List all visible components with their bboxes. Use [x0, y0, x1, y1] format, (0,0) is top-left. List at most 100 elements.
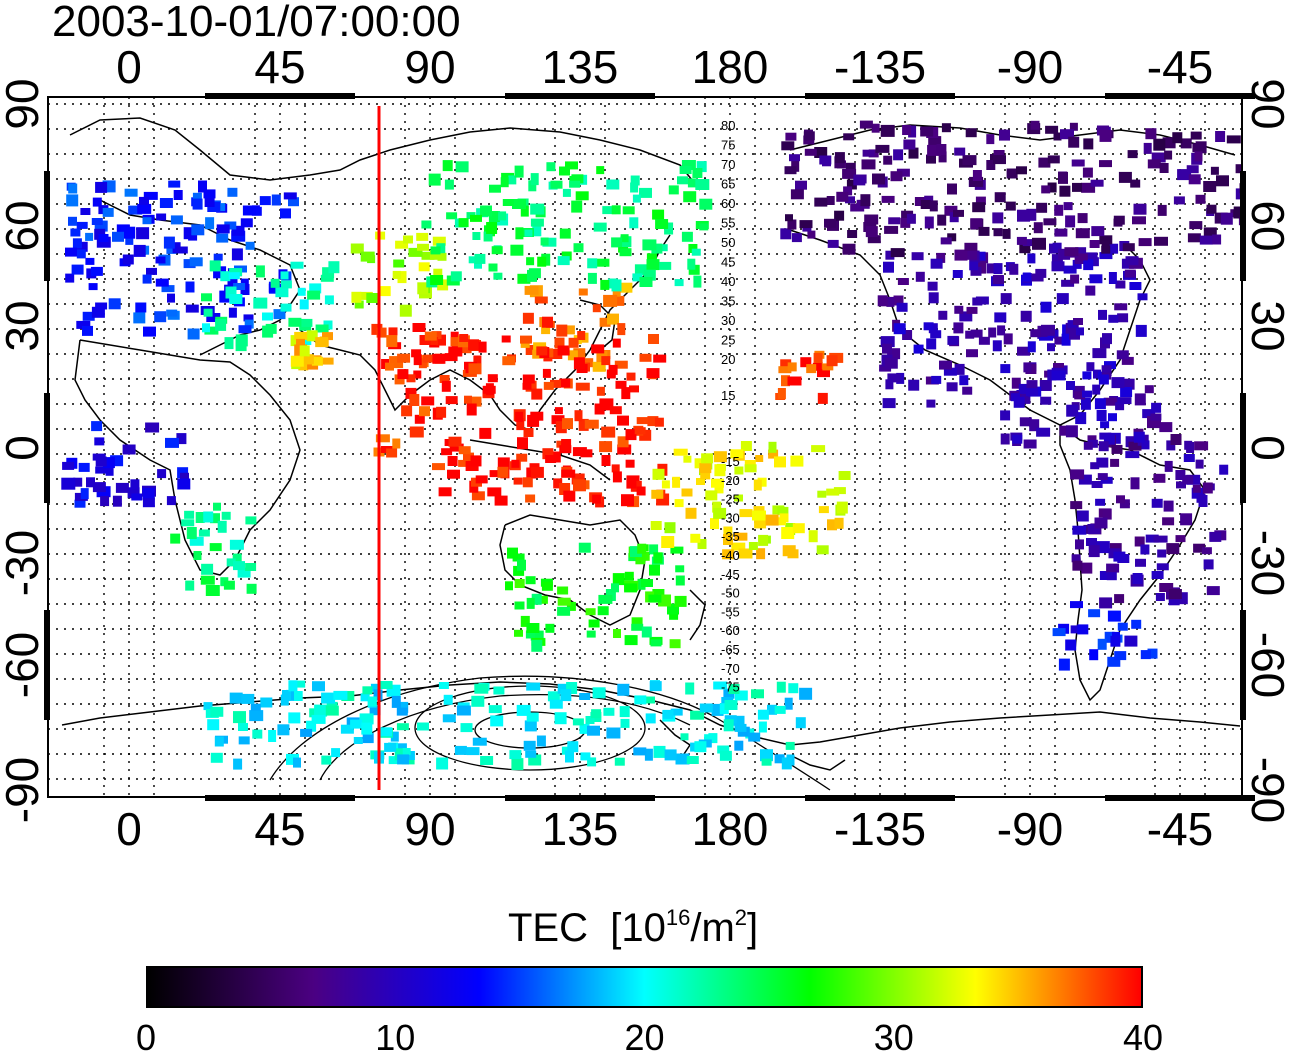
- tec-observation: [245, 516, 257, 525]
- tec-observation: [897, 278, 909, 285]
- tick-left-label: 0: [0, 435, 48, 461]
- tec-observation: [675, 565, 685, 573]
- tec-observation: [306, 330, 318, 342]
- tec-observation: [620, 234, 629, 243]
- tec-observation: [994, 192, 1006, 203]
- tec-observation: [528, 180, 537, 192]
- tec-observation: [890, 248, 905, 258]
- tec-observation: [367, 696, 377, 707]
- tec-observation: [1022, 272, 1031, 282]
- tec-observation: [557, 586, 569, 595]
- tec-observation: [1047, 182, 1057, 193]
- tec-observation: [243, 314, 254, 322]
- tec-observation: [98, 234, 109, 242]
- tec-observation: [555, 421, 567, 434]
- tec-observation: [578, 288, 588, 296]
- tec-observation: [739, 509, 753, 518]
- tec-observation: [560, 689, 572, 702]
- tec-observation: [1036, 427, 1051, 437]
- tec-observation: [446, 212, 458, 220]
- tick-left-label: 30: [0, 300, 48, 352]
- tec-observation: [554, 712, 567, 725]
- tec-observation: [1033, 222, 1043, 234]
- tec-observation: [872, 173, 885, 185]
- tec-observation: [520, 335, 532, 344]
- tec-observation: [580, 449, 593, 458]
- tec-observation: [1159, 163, 1169, 173]
- tec-observation: [514, 629, 523, 637]
- tec-observation: [428, 173, 441, 186]
- tec-observation: [714, 484, 724, 494]
- tec-observation: [700, 469, 711, 480]
- tec-observation: [480, 205, 492, 217]
- tec-observation: [632, 273, 643, 282]
- tec-observation: [636, 486, 646, 496]
- tec-observation: [573, 357, 585, 370]
- tec-observation: [488, 211, 500, 222]
- tec-observation: [386, 448, 398, 458]
- tec-observation: [361, 722, 373, 735]
- tec-observation: [472, 737, 487, 746]
- frame-bar-right: [1240, 610, 1246, 720]
- tec-observation: [826, 488, 840, 496]
- tec-observation: [537, 256, 547, 267]
- tec-observation: [505, 581, 513, 591]
- tec-observation: [240, 218, 253, 228]
- tec-observation: [314, 704, 328, 717]
- tec-observation: [624, 635, 638, 646]
- tec-observation: [517, 559, 526, 571]
- tec-observation: [1068, 136, 1080, 148]
- tec-observation: [1066, 381, 1075, 390]
- tec-observation: [1051, 370, 1066, 381]
- tec-observation: [429, 249, 441, 260]
- tec-observation: [523, 428, 534, 437]
- tec-observation: [238, 325, 252, 334]
- tec-observation: [723, 719, 734, 732]
- tec-observation: [1058, 658, 1070, 671]
- tec-observation: [761, 758, 772, 766]
- tec-observation: [1142, 409, 1156, 419]
- tec-observation: [728, 684, 740, 694]
- tec-observation: [683, 191, 697, 203]
- tec-observation: [882, 343, 892, 354]
- tec-observation: [986, 160, 996, 170]
- tec-observation: [1127, 150, 1138, 159]
- contour-label: -55: [721, 604, 740, 619]
- tec-observation: [1005, 201, 1016, 211]
- tec-observation: [1151, 402, 1162, 413]
- tec-observation: [448, 436, 462, 447]
- tec-observation: [765, 514, 779, 526]
- tec-observation: [834, 152, 845, 164]
- tec-observation: [939, 360, 952, 370]
- tec-observation: [1212, 234, 1222, 245]
- tec-observation: [1075, 247, 1087, 259]
- tec-observation: [1026, 208, 1037, 221]
- tec-observation: [177, 478, 191, 490]
- tec-observation: [203, 189, 216, 199]
- tec-observation: [508, 175, 517, 185]
- tec-observation: [1087, 524, 1101, 534]
- tec-observation: [436, 406, 447, 418]
- tec-observation: [887, 373, 901, 383]
- tec-observation: [1013, 396, 1025, 408]
- tec-observation: [524, 720, 537, 732]
- tec-observation: [251, 206, 262, 216]
- tec-observation: [475, 475, 488, 484]
- tec-observation: [1189, 221, 1203, 230]
- tec-observation: [591, 344, 605, 354]
- tec-observation: [633, 747, 647, 756]
- contour-label: -20: [721, 473, 740, 488]
- tec-observation: [487, 374, 498, 383]
- tec-observation: [1121, 356, 1134, 365]
- tec-observation: [622, 206, 635, 215]
- frame-bar-bottom: [505, 795, 655, 801]
- tec-observation: [900, 217, 911, 228]
- tec-observation: [587, 258, 598, 269]
- tec-observation: [893, 149, 904, 161]
- tec-observation: [626, 372, 636, 381]
- tec-observation: [617, 444, 632, 455]
- tec-observation: [161, 285, 175, 293]
- tec-observation: [1113, 215, 1125, 225]
- tec-observation: [1054, 228, 1068, 237]
- tec-observation: [1080, 397, 1091, 410]
